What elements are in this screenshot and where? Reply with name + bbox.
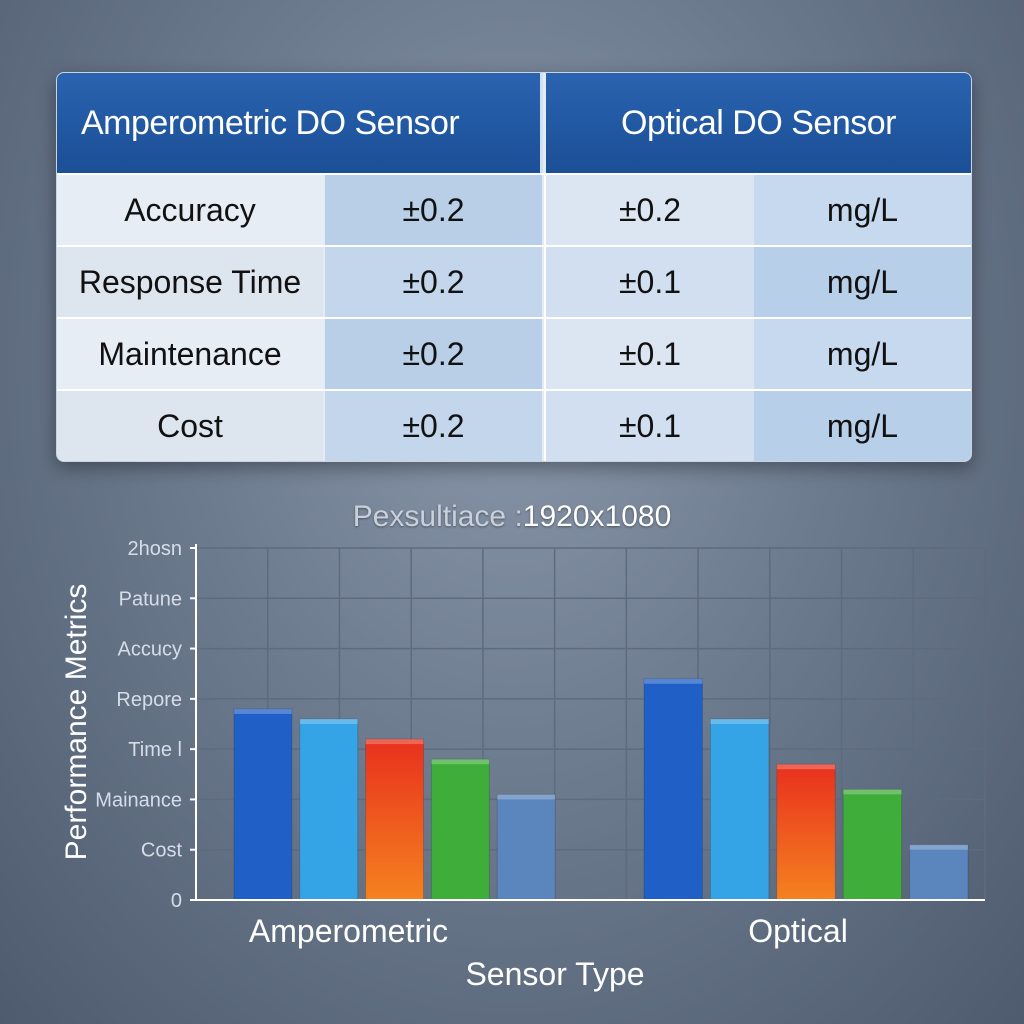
y-tick-label: Accucy — [118, 639, 182, 661]
y-axis-label: Performance Metrics — [60, 584, 93, 861]
y-tick-label: Mainance — [95, 789, 182, 811]
y-tick-label: 0 — [171, 890, 182, 912]
unit-value: mg/L — [754, 319, 971, 389]
unit-value: mg/L — [754, 247, 971, 317]
bar — [365, 738, 425, 901]
amperometric-value: ±0.2 — [325, 247, 542, 317]
bar-highlight — [776, 764, 836, 770]
metric-label: Accuracy — [57, 175, 323, 245]
bar — [909, 844, 969, 901]
y-tick-label: 2hosn — [128, 538, 183, 560]
bar — [776, 763, 836, 901]
table-row: Maintenance ±0.2 ±0.1 mg/L — [57, 317, 971, 389]
bar — [842, 788, 903, 901]
chart-title-text: 1920x1080 — [522, 500, 672, 533]
bar-highlight — [299, 718, 358, 724]
bar-highlight — [365, 739, 424, 745]
bar — [299, 718, 359, 901]
bar-highlight — [431, 759, 490, 765]
amperometric-value: ±0.2 — [325, 319, 542, 389]
y-tick-label: Patune — [119, 588, 182, 610]
optical-value: ±0.2 — [544, 175, 754, 245]
y-tick-label: Time l — [128, 739, 182, 761]
x-axis-label: Sensor Type — [465, 956, 644, 992]
bar-highlight — [710, 718, 769, 724]
header-optical: Optical DO Sensor — [546, 73, 971, 173]
comparison-table: Amperometric DO Sensor Optical DO Sensor… — [56, 72, 972, 462]
bar — [709, 718, 770, 901]
chart-title-prefix: Pexsultiace : — [352, 500, 523, 533]
bar — [496, 793, 556, 901]
bar-highlight — [843, 789, 902, 795]
bar — [643, 678, 703, 901]
unit-value: mg/L — [754, 175, 971, 245]
x-tick-label: Amperometric — [249, 913, 448, 949]
metric-label: Cost — [57, 391, 323, 461]
amperometric-value: ±0.2 — [325, 175, 542, 245]
metric-label: Maintenance — [57, 319, 323, 389]
chart-axes: 0 Cost Mainance Time l Repore Accucy Patune 2ho… — [95, 538, 985, 949]
bar-highlight — [497, 794, 556, 800]
bar — [430, 758, 490, 901]
bar-highlight — [909, 844, 969, 850]
x-tick-label: Optical — [748, 913, 848, 949]
header-amperometric: Amperometric DO Sensor — [57, 73, 543, 173]
optical-value: ±0.1 — [544, 319, 754, 389]
chart-title: Pexsultiace :1920x1080 — [0, 500, 1024, 534]
bar — [233, 708, 293, 901]
y-tick-label: Cost — [141, 840, 183, 862]
table-row: Accuracy ±0.2 ±0.2 mg/L — [57, 173, 971, 245]
metric-label: Response Time — [57, 247, 323, 317]
y-tick-label: Repore — [116, 689, 182, 711]
bar-highlight — [234, 708, 292, 714]
amperometric-value: ±0.2 — [325, 391, 542, 461]
chart-bars — [233, 678, 969, 901]
optical-value: ±0.1 — [544, 391, 754, 461]
unit-value: mg/L — [754, 391, 971, 461]
optical-value: ±0.1 — [544, 247, 754, 317]
table-row: Response Time ±0.2 ±0.1 mg/L — [57, 245, 971, 317]
table-row: Cost ±0.2 ±0.1 mg/L — [57, 389, 971, 461]
bar-highlight — [644, 678, 703, 684]
